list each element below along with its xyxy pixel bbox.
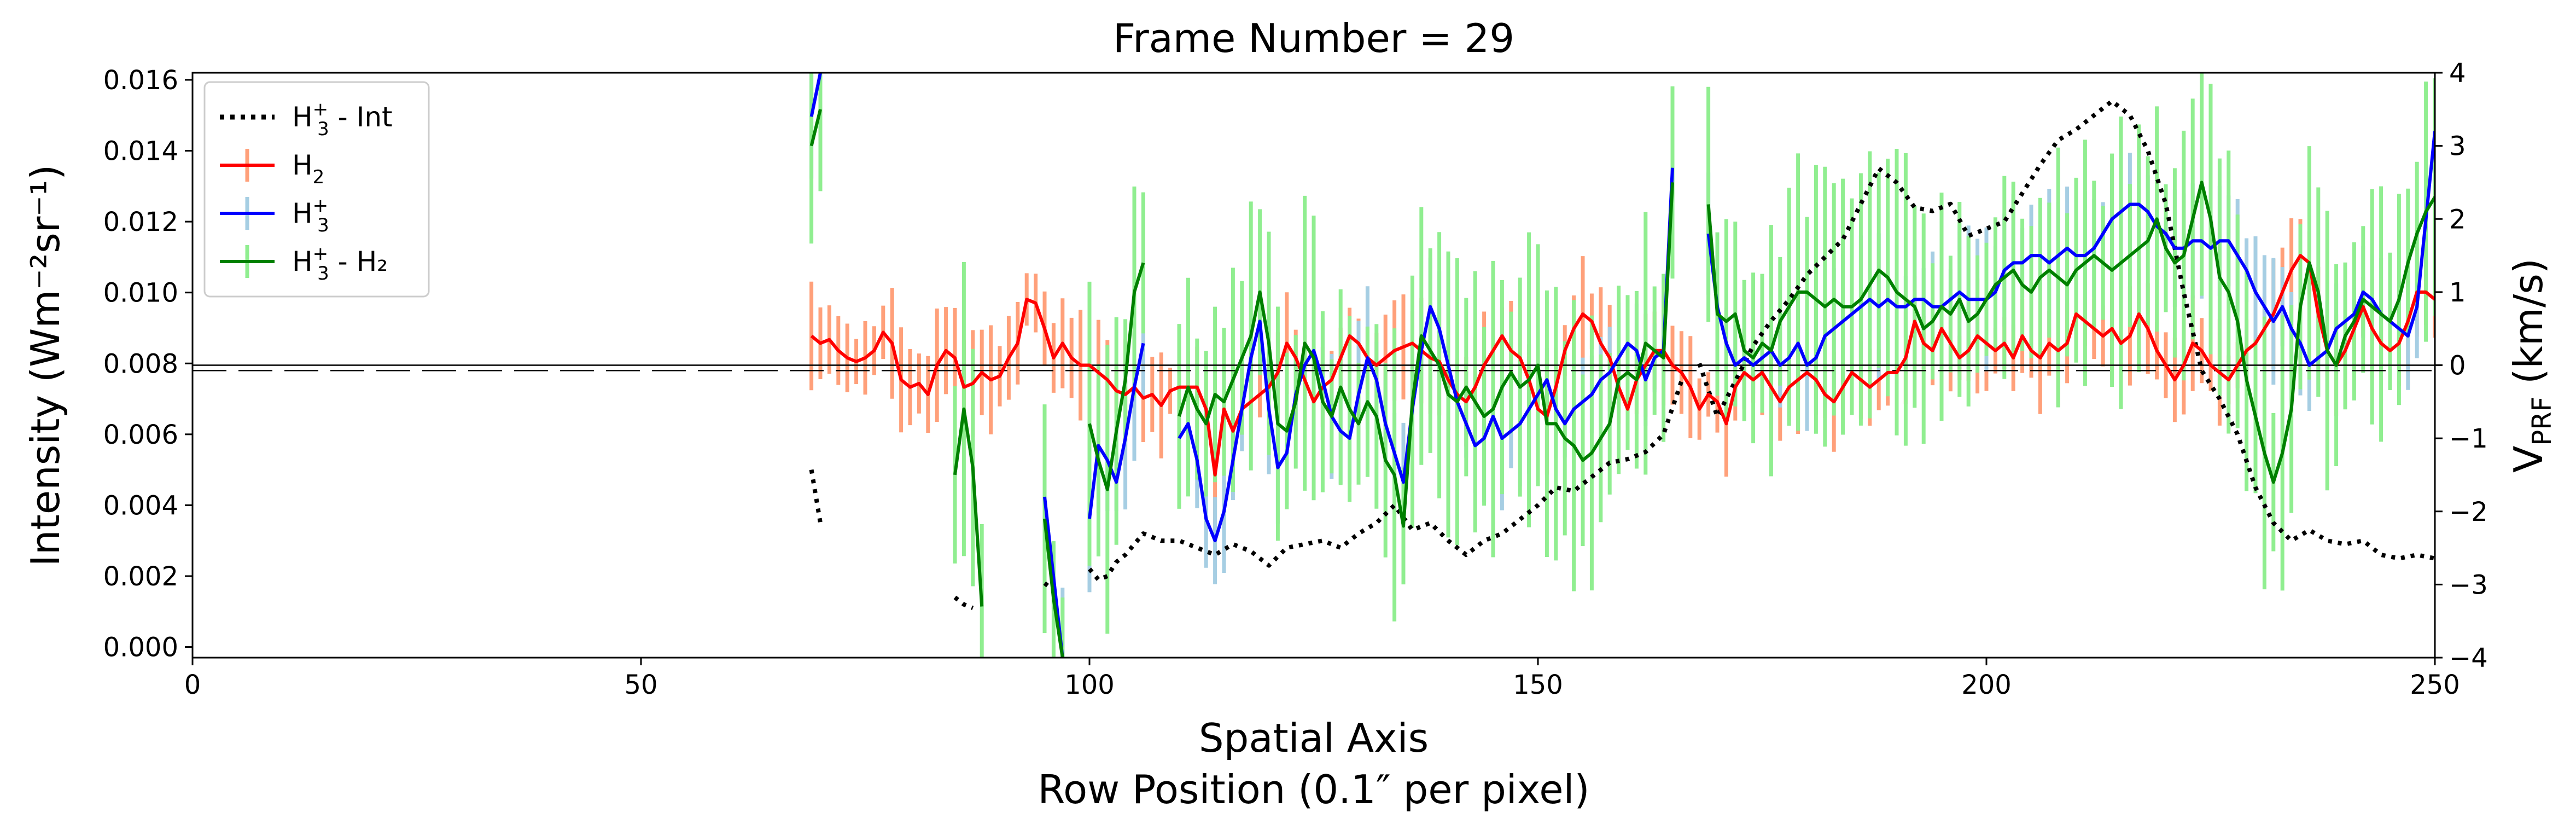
x-tick-label: 250 — [2410, 670, 2460, 700]
y-axis-right-title-unit: (km/s) — [2505, 258, 2551, 397]
y-right-tick-label: −4 — [2449, 643, 2488, 674]
series-h3-int-line — [953, 595, 974, 611]
y-right-tick-label: −3 — [2449, 570, 2488, 600]
y-axis-left-title: Intensity (Wm⁻²sr⁻¹) — [22, 165, 68, 567]
y-right-tick-label: 0 — [2449, 351, 2466, 381]
series-h3-line — [1706, 131, 2435, 367]
y-left-tick-label: 0.008 — [103, 349, 178, 379]
x-tick-label: 50 — [624, 670, 657, 700]
legend-entry-label: H+ 3 — [292, 195, 329, 236]
y-left-tick-label: 0.000 — [103, 632, 178, 663]
y-left-tick-label: 0.002 — [103, 561, 178, 592]
series-h3-int-line — [1697, 98, 2435, 561]
legend-box — [203, 81, 430, 298]
legend: H+ 3 - Int H2 H+ 3 H+ 3 - H₂ — [203, 81, 430, 298]
series-h3-h2-line — [1043, 518, 1064, 658]
y-right-tick-label: 3 — [2449, 131, 2466, 162]
series-h3-int-line — [1043, 581, 1055, 593]
y-right-tick-label: −2 — [2449, 497, 2488, 527]
series-h3-line — [1178, 167, 1674, 543]
y-axis-right-title-sub: PRF — [2527, 397, 2557, 446]
x-tick-label: 200 — [1961, 670, 2012, 700]
series-h2-line — [810, 254, 2435, 477]
legend-entry-label: H+ 3 - H₂ — [292, 243, 388, 285]
y-left-tick-label: 0.004 — [103, 490, 178, 521]
x-tick-label: 0 — [184, 670, 201, 700]
series-h3-h2-line — [953, 407, 984, 607]
x-axis-title-line2: Row Position (0.1″ per pixel) — [1038, 767, 1589, 812]
y-left-tick-label: 0.006 — [103, 420, 178, 450]
y-left-tick-label: 0.012 — [103, 207, 178, 237]
y-axis-right-title: VPRF (km/s) — [2505, 258, 2557, 473]
y-axis-right-title-main: V — [2505, 446, 2551, 473]
series-h3-line — [1088, 342, 1145, 519]
y-left-tick-label: 0.016 — [103, 65, 178, 96]
series-h3-line — [809, 73, 822, 117]
series-h3-h2-line — [1088, 262, 1145, 491]
y-right-tick-label: 4 — [2449, 58, 2466, 89]
chart-title: Frame Number = 29 — [1113, 15, 1514, 61]
y-right-tick-label: −1 — [2449, 423, 2488, 454]
legend-entry-label: H2 — [292, 149, 324, 188]
y-left-tick-label: 0.014 — [103, 136, 178, 167]
series-h3-int-line — [1087, 380, 1684, 582]
series-h3-h2-line — [809, 109, 822, 147]
x-tick-label: 100 — [1064, 670, 1115, 700]
x-axis-title-line1: Spatial Axis — [1199, 715, 1429, 761]
y-right-tick-label: 2 — [2449, 204, 2466, 235]
y-right-tick-label: 1 — [2449, 277, 2466, 308]
legend-entry-label: H+ 3 - Int — [292, 98, 393, 140]
y-left-tick-label: 0.010 — [103, 278, 178, 309]
series-h3-h2-line — [1706, 181, 2435, 484]
x-tick-label: 150 — [1513, 670, 1563, 700]
series-h3-h2-line — [1178, 182, 1674, 528]
